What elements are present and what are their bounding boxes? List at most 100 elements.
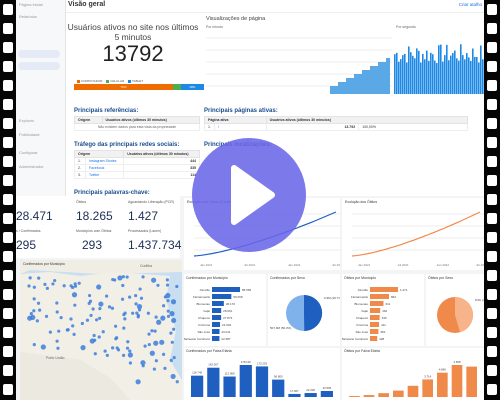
pageview-bar (379, 62, 380, 94)
map-dot (136, 304, 143, 310)
sidebar-item-label[interactable]: Configurar (19, 150, 38, 155)
map-dot (55, 339, 59, 343)
pageview-bar (376, 66, 377, 94)
map-dot (122, 353, 126, 357)
table-row[interactable]: 1. Instagram Stories 444 (74, 157, 200, 165)
pageview-bar (349, 78, 350, 94)
map-dot (98, 316, 102, 320)
pageview-bar (380, 62, 381, 94)
sidebar-item-label[interactable]: Relatórios (19, 14, 38, 19)
data-label: 1.271 (400, 288, 408, 292)
pageview-bar (386, 58, 387, 94)
map-dot (51, 282, 55, 286)
social-link[interactable]: Facebook (84, 164, 125, 172)
film-hole (487, 194, 497, 205)
map-dot (170, 340, 174, 344)
sidebar-item-selected[interactable] (18, 62, 60, 70)
conf-municipio-chart: Joinville 85.566 Florianópolis 59.068 Blumen… (184, 287, 252, 341)
bar (466, 366, 477, 397)
pageview-bar (418, 50, 420, 94)
sidebar-item-label[interactable]: Explorar (19, 118, 34, 123)
pageview-bar (387, 58, 388, 94)
create-shortcut-link[interactable]: Criar atalho (458, 2, 482, 7)
map-dot (117, 275, 123, 281)
social-title: Tráfego das principais redes sociais: (74, 142, 180, 148)
film-hole (3, 137, 13, 148)
chart-title: Óbitos por Faixa Etária (344, 349, 380, 353)
map-dot (120, 297, 125, 301)
map-panel[interactable]: Confirmados por Município Curitiba Porto… (20, 260, 182, 400)
map-dot (159, 339, 165, 345)
map-dot (55, 301, 59, 305)
kpi-label: Municípios com Óbitos (76, 229, 112, 233)
map-title: Confirmados por Município (23, 262, 65, 266)
pageview-bar (368, 70, 369, 94)
map-dot (30, 314, 36, 320)
category-label: Florianópolis (351, 295, 369, 299)
map-dot (165, 278, 169, 282)
active-users-title: Usuários ativos no site nos últimos 5 mi… (67, 22, 199, 42)
pageview-bar (332, 86, 333, 94)
social-link[interactable]: Instagram Stories (84, 157, 125, 165)
pageview-bar (340, 82, 341, 94)
table-row[interactable]: 1. / 13.792 100,00% (204, 123, 468, 131)
data-label: 462 (382, 309, 387, 313)
map-dot (107, 305, 112, 309)
pageview-bar (347, 78, 348, 94)
map-dot (121, 275, 125, 279)
pageview-bar (452, 52, 454, 94)
chart-title: Óbitos por Município (344, 276, 377, 280)
sidebar-item-active[interactable] (18, 50, 60, 58)
sidebar-item-label[interactable]: Página inicial (19, 2, 43, 7)
bar (363, 395, 375, 397)
x-tick-label: Jan 2022 (437, 263, 450, 267)
map-dot (175, 284, 179, 289)
bar (370, 336, 378, 341)
bar (422, 379, 433, 397)
map-dot (69, 317, 73, 321)
kpi-value: 293 (82, 238, 103, 252)
bar (212, 322, 221, 327)
page-link[interactable]: / (213, 123, 267, 131)
sidebar-item-label[interactable]: Administrador (19, 164, 44, 169)
map-dot (153, 329, 157, 333)
pageview-bar (432, 54, 434, 94)
map-dot (43, 282, 47, 286)
data-label: 59.068 (233, 295, 243, 299)
map-dot (151, 277, 157, 283)
sidebar-item-label[interactable]: Publicidade (19, 132, 40, 137)
table-row[interactable]: 2. Facebook 335 (74, 164, 200, 172)
map-dot (161, 304, 166, 308)
map-dot (166, 309, 170, 313)
map-dot (88, 299, 93, 303)
pageview-bar (352, 78, 353, 94)
pageview-bar (344, 82, 345, 94)
legend-swatch (127, 79, 131, 83)
film-hole (3, 327, 13, 338)
map-dot (150, 329, 154, 333)
pageview-bar (444, 55, 446, 94)
pageview-bar (364, 70, 365, 94)
map-dot (135, 311, 139, 315)
data-label: 3.714 (424, 374, 431, 378)
row-value: 13.792 (265, 123, 360, 131)
pageview-bar (331, 86, 332, 94)
play-button[interactable] (192, 138, 306, 252)
social-link[interactable]: Twitter (84, 171, 125, 179)
map-dot (165, 283, 170, 287)
bar (304, 393, 317, 397)
map-dot (89, 313, 93, 318)
chart-title: Confirmados por Município (186, 276, 228, 280)
film-hole (487, 308, 497, 319)
map-dot (172, 356, 176, 360)
bar (370, 315, 380, 320)
bar (349, 396, 360, 397)
data-label: 4.658 (454, 360, 461, 364)
top-pages-title: Principais páginas ativas: (204, 108, 278, 114)
category-label: Itajaí (203, 309, 210, 313)
pageview-bar (343, 82, 344, 94)
bar (212, 301, 224, 306)
conf-faixa-chart: 118.745 163.007 113.908 178.102 170.203 96.80… (191, 360, 333, 397)
table-row[interactable]: 3. Twitter 114 (74, 171, 200, 179)
pageview-bar (384, 62, 385, 94)
